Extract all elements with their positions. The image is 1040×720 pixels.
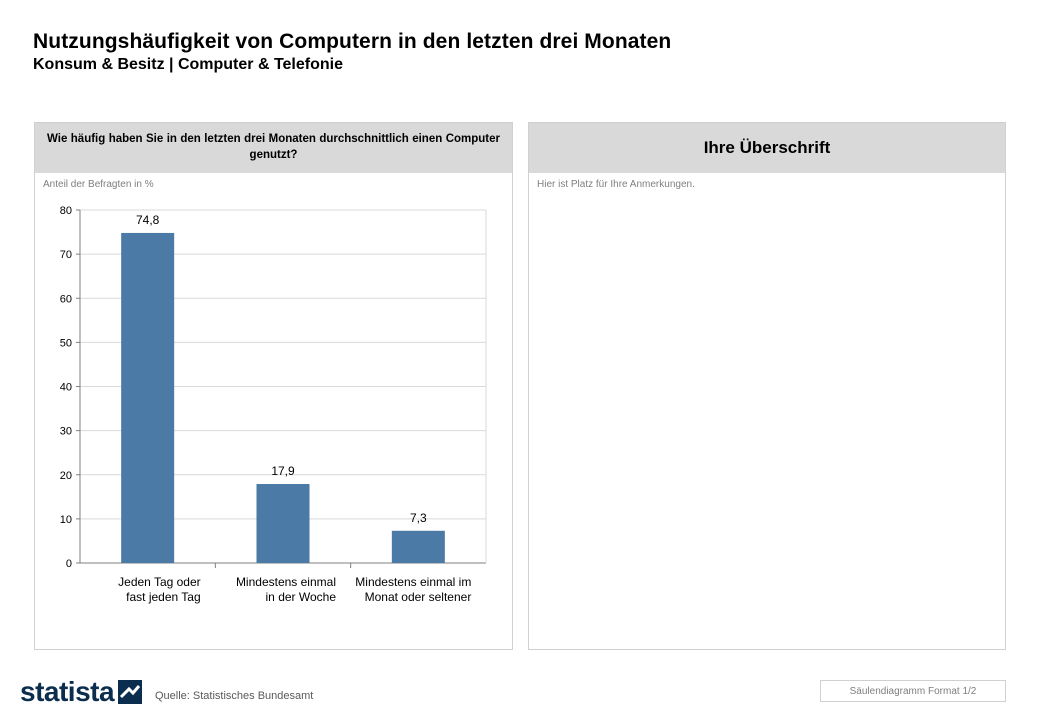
y-tick-label: 50 [60,337,72,349]
data-label: 7,3 [410,511,427,525]
page-subtitle: Konsum & Besitz | Computer & Telefonie [33,56,343,73]
statista-logo[interactable]: statista [20,676,143,708]
source-note: Quelle: Statistisches Bundesamt [155,690,314,702]
x-tick-label: Mindestens einmal im Monat oder seltener [355,575,471,604]
logo-wordmark: statista [20,676,115,707]
bar-chart: 0 10 20 30 40 50 60 70 80 74,8 Jeden Tag oder fast … [60,205,487,604]
notes-heading: Ihre Überschrift [529,123,1005,173]
x-tick-label: Jeden Tag oder fast jeden Tag [118,575,201,604]
y-tick-label: 30 [60,426,72,438]
y-tick-label: 80 [60,205,72,217]
y-tick-label: 20 [60,470,72,482]
format-label: Säulendiagramm Format 1/2 [820,680,1006,702]
page-title: Nutzungshäufigkeit von Computern in den … [33,30,672,53]
bar [256,484,310,563]
bar [121,232,175,563]
notes-panel: Ihre Überschrift Hier ist Platz für Ihre… [528,122,1006,650]
y-tick-label: 60 [60,293,72,305]
y-tick-label: 10 [60,514,72,526]
y-tick-label: 40 [60,382,72,394]
notes-text: Hier ist Platz für Ihre Anmerkungen. [537,179,695,190]
data-label: 74,8 [136,213,160,227]
data-label: 17,9 [271,464,295,478]
statista-mark-icon [118,680,143,704]
y-tick-label: 70 [60,249,72,261]
y-tick-label: 0 [66,558,72,570]
bar [391,530,445,563]
survey-question: Wie häufig haben Sie in den letzten drei… [35,123,512,173]
unit-note: Anteil der Befragten in % [43,179,154,190]
x-tick-label: Mindestens einmal in der Woche [236,575,336,604]
